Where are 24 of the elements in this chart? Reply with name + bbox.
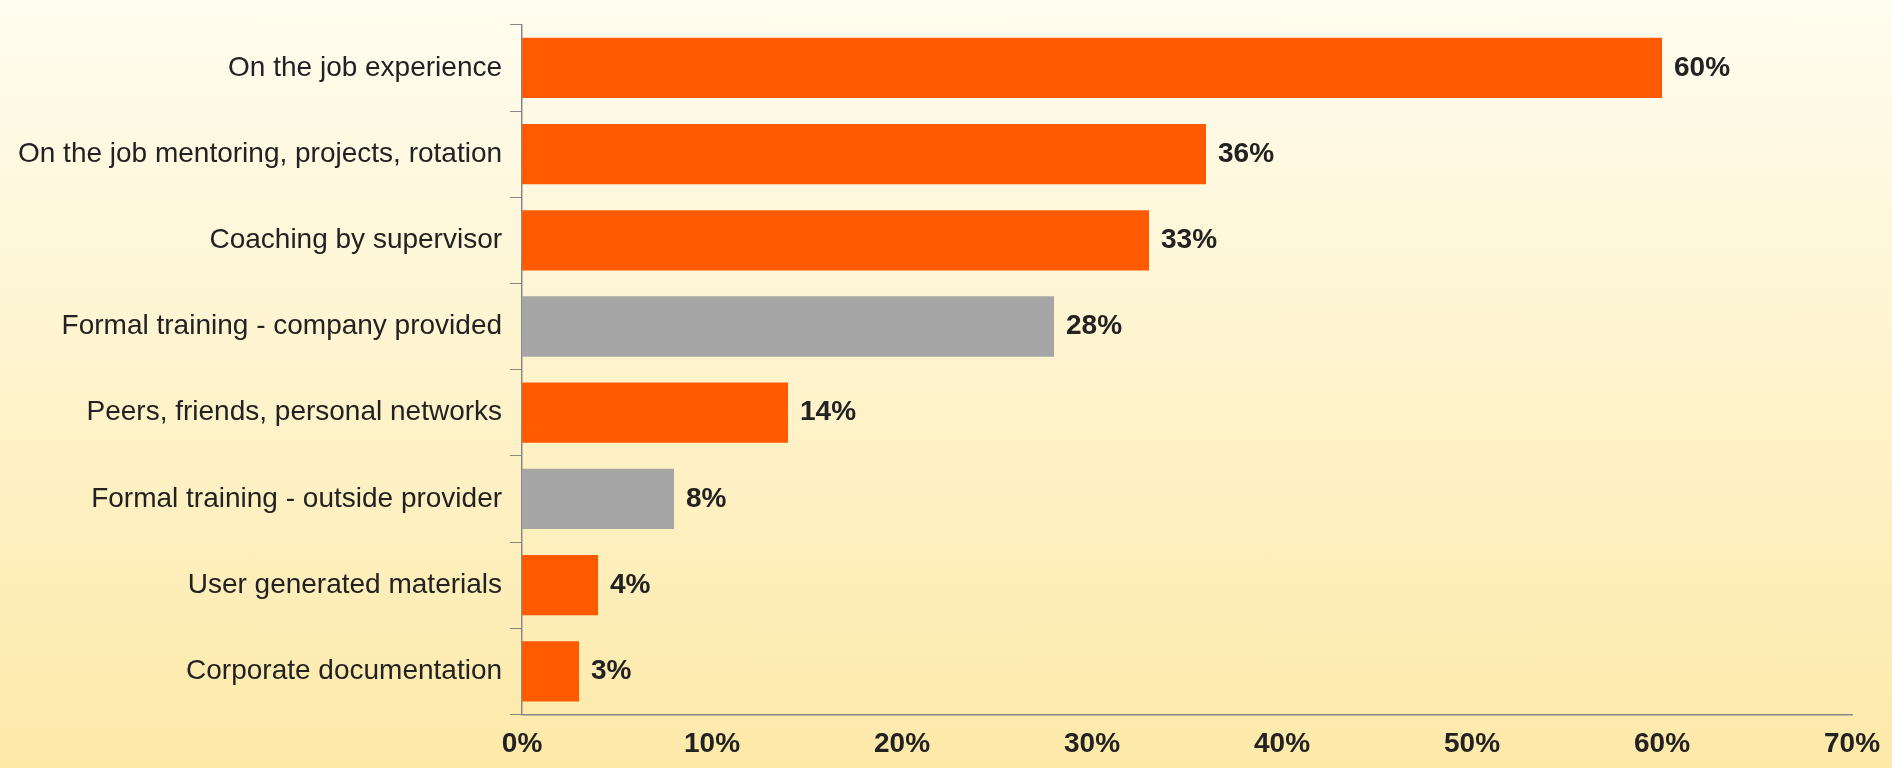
y-tick-label: User generated materials xyxy=(187,567,503,599)
data-label: 14% xyxy=(800,395,857,427)
y-tick-label: Peers, friends, personal networks xyxy=(86,395,503,427)
y-tick-label: Formal training - company provided xyxy=(61,309,503,341)
data-label: 60% xyxy=(1674,50,1731,82)
x-tick-label: 10% xyxy=(684,726,741,758)
y-tick-label: On the job experience xyxy=(228,50,503,82)
x-tick-label: 40% xyxy=(1253,726,1311,758)
x-tick-label: 70% xyxy=(1823,726,1881,758)
data-label: 36% xyxy=(1218,136,1275,168)
y-tick-label: Corporate documentation xyxy=(186,654,503,686)
data-label: 8% xyxy=(686,481,727,513)
x-tick-label: 60% xyxy=(1633,726,1691,758)
y-tick-label: On the job mentoring, projects, rotation xyxy=(17,136,503,168)
x-tick-label: 50% xyxy=(1443,726,1501,758)
data-label: 3% xyxy=(591,654,632,686)
data-label: 33% xyxy=(1161,223,1218,255)
x-tick-label: 30% xyxy=(1064,726,1121,758)
x-tick-label: 20% xyxy=(874,726,931,758)
y-tick-label: Coaching by supervisor xyxy=(209,223,503,255)
data-label: 28% xyxy=(1066,309,1123,341)
y-tick-label: Formal training - outside provider xyxy=(91,481,503,513)
x-tick-label: 0% xyxy=(501,726,543,758)
data-label: 4% xyxy=(610,567,651,599)
